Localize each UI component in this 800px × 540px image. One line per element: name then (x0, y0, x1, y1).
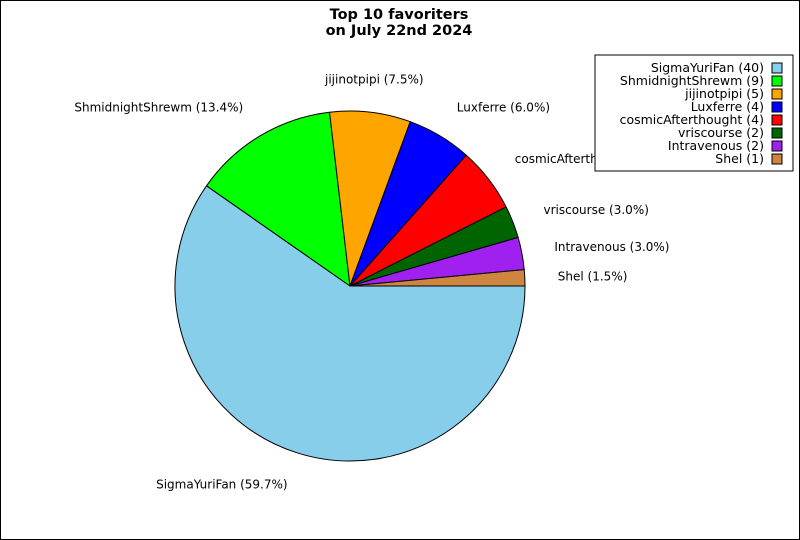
legend-swatch-luxferre (771, 101, 783, 113)
legend-swatch-jijinotpipi (771, 88, 783, 100)
legend-swatch-shmidnight-shrewm (771, 75, 783, 87)
legend-label-vriscourse: vriscourse (2) (678, 125, 764, 140)
legend-swatch-cosmic-afterthought (771, 114, 783, 126)
legend-swatch-shel (771, 153, 783, 165)
pie-slice-shmidnight-shrewm (206, 111, 351, 287)
slice-label-jijinotpipi: jijinotpipi (7.5%) (324, 72, 424, 86)
legend: SigmaYuriFan (40)ShmidnightShrewm (9)jij… (594, 54, 794, 172)
slice-label-intravenous: Intravenous (3.0%) (554, 240, 669, 254)
slice-label-shmidnight-shrewm: ShmidnightShrewm (13.4%) (74, 101, 243, 115)
legend-label-cosmic-afterthought: cosmicAfterthought (4) (620, 112, 764, 127)
legend-label-intravenous: Intravenous (2) (668, 138, 764, 153)
legend-items: SigmaYuriFan (40)ShmidnightShrewm (9)jij… (620, 60, 783, 166)
pie-slice-shel (349, 269, 526, 287)
chart-title-line-1: Top 10 favoriters (330, 7, 469, 23)
pie-slice-labels: SigmaYuriFan (59.7%) ShmidnightShrewm (13… (74, 72, 676, 491)
legend-label-jijinotpipi: jijinotpipi (5) (684, 86, 764, 101)
pie-slices (174, 110, 526, 462)
slice-label-shel: Shel (1.5%) (558, 269, 628, 283)
legend-label-shel: Shel (1) (715, 151, 764, 166)
legend-swatch-sigma-yuri-fan (771, 62, 783, 74)
slice-label-vriscourse: vriscourse (3.0%) (544, 203, 649, 217)
legend-label-sigma-yuri-fan: SigmaYuriFan (40) (651, 60, 764, 75)
legend-label-shmidnight-shrewm: ShmidnightShrewm (9) (620, 73, 764, 88)
slice-label-sigma-yuri-fan: SigmaYuriFan (59.7%) (156, 477, 288, 491)
legend-swatch-vriscourse (771, 127, 783, 139)
legend-swatch-intravenous (771, 140, 783, 152)
legend-label-luxferre: Luxferre (4) (691, 99, 764, 114)
chart-title-line-2: on July 22nd 2024 (326, 23, 473, 39)
pie-slice-sigma-yuri-fan (174, 185, 526, 462)
legend-box (594, 54, 794, 172)
slice-label-luxferre: Luxferre (6.0%) (457, 101, 550, 115)
